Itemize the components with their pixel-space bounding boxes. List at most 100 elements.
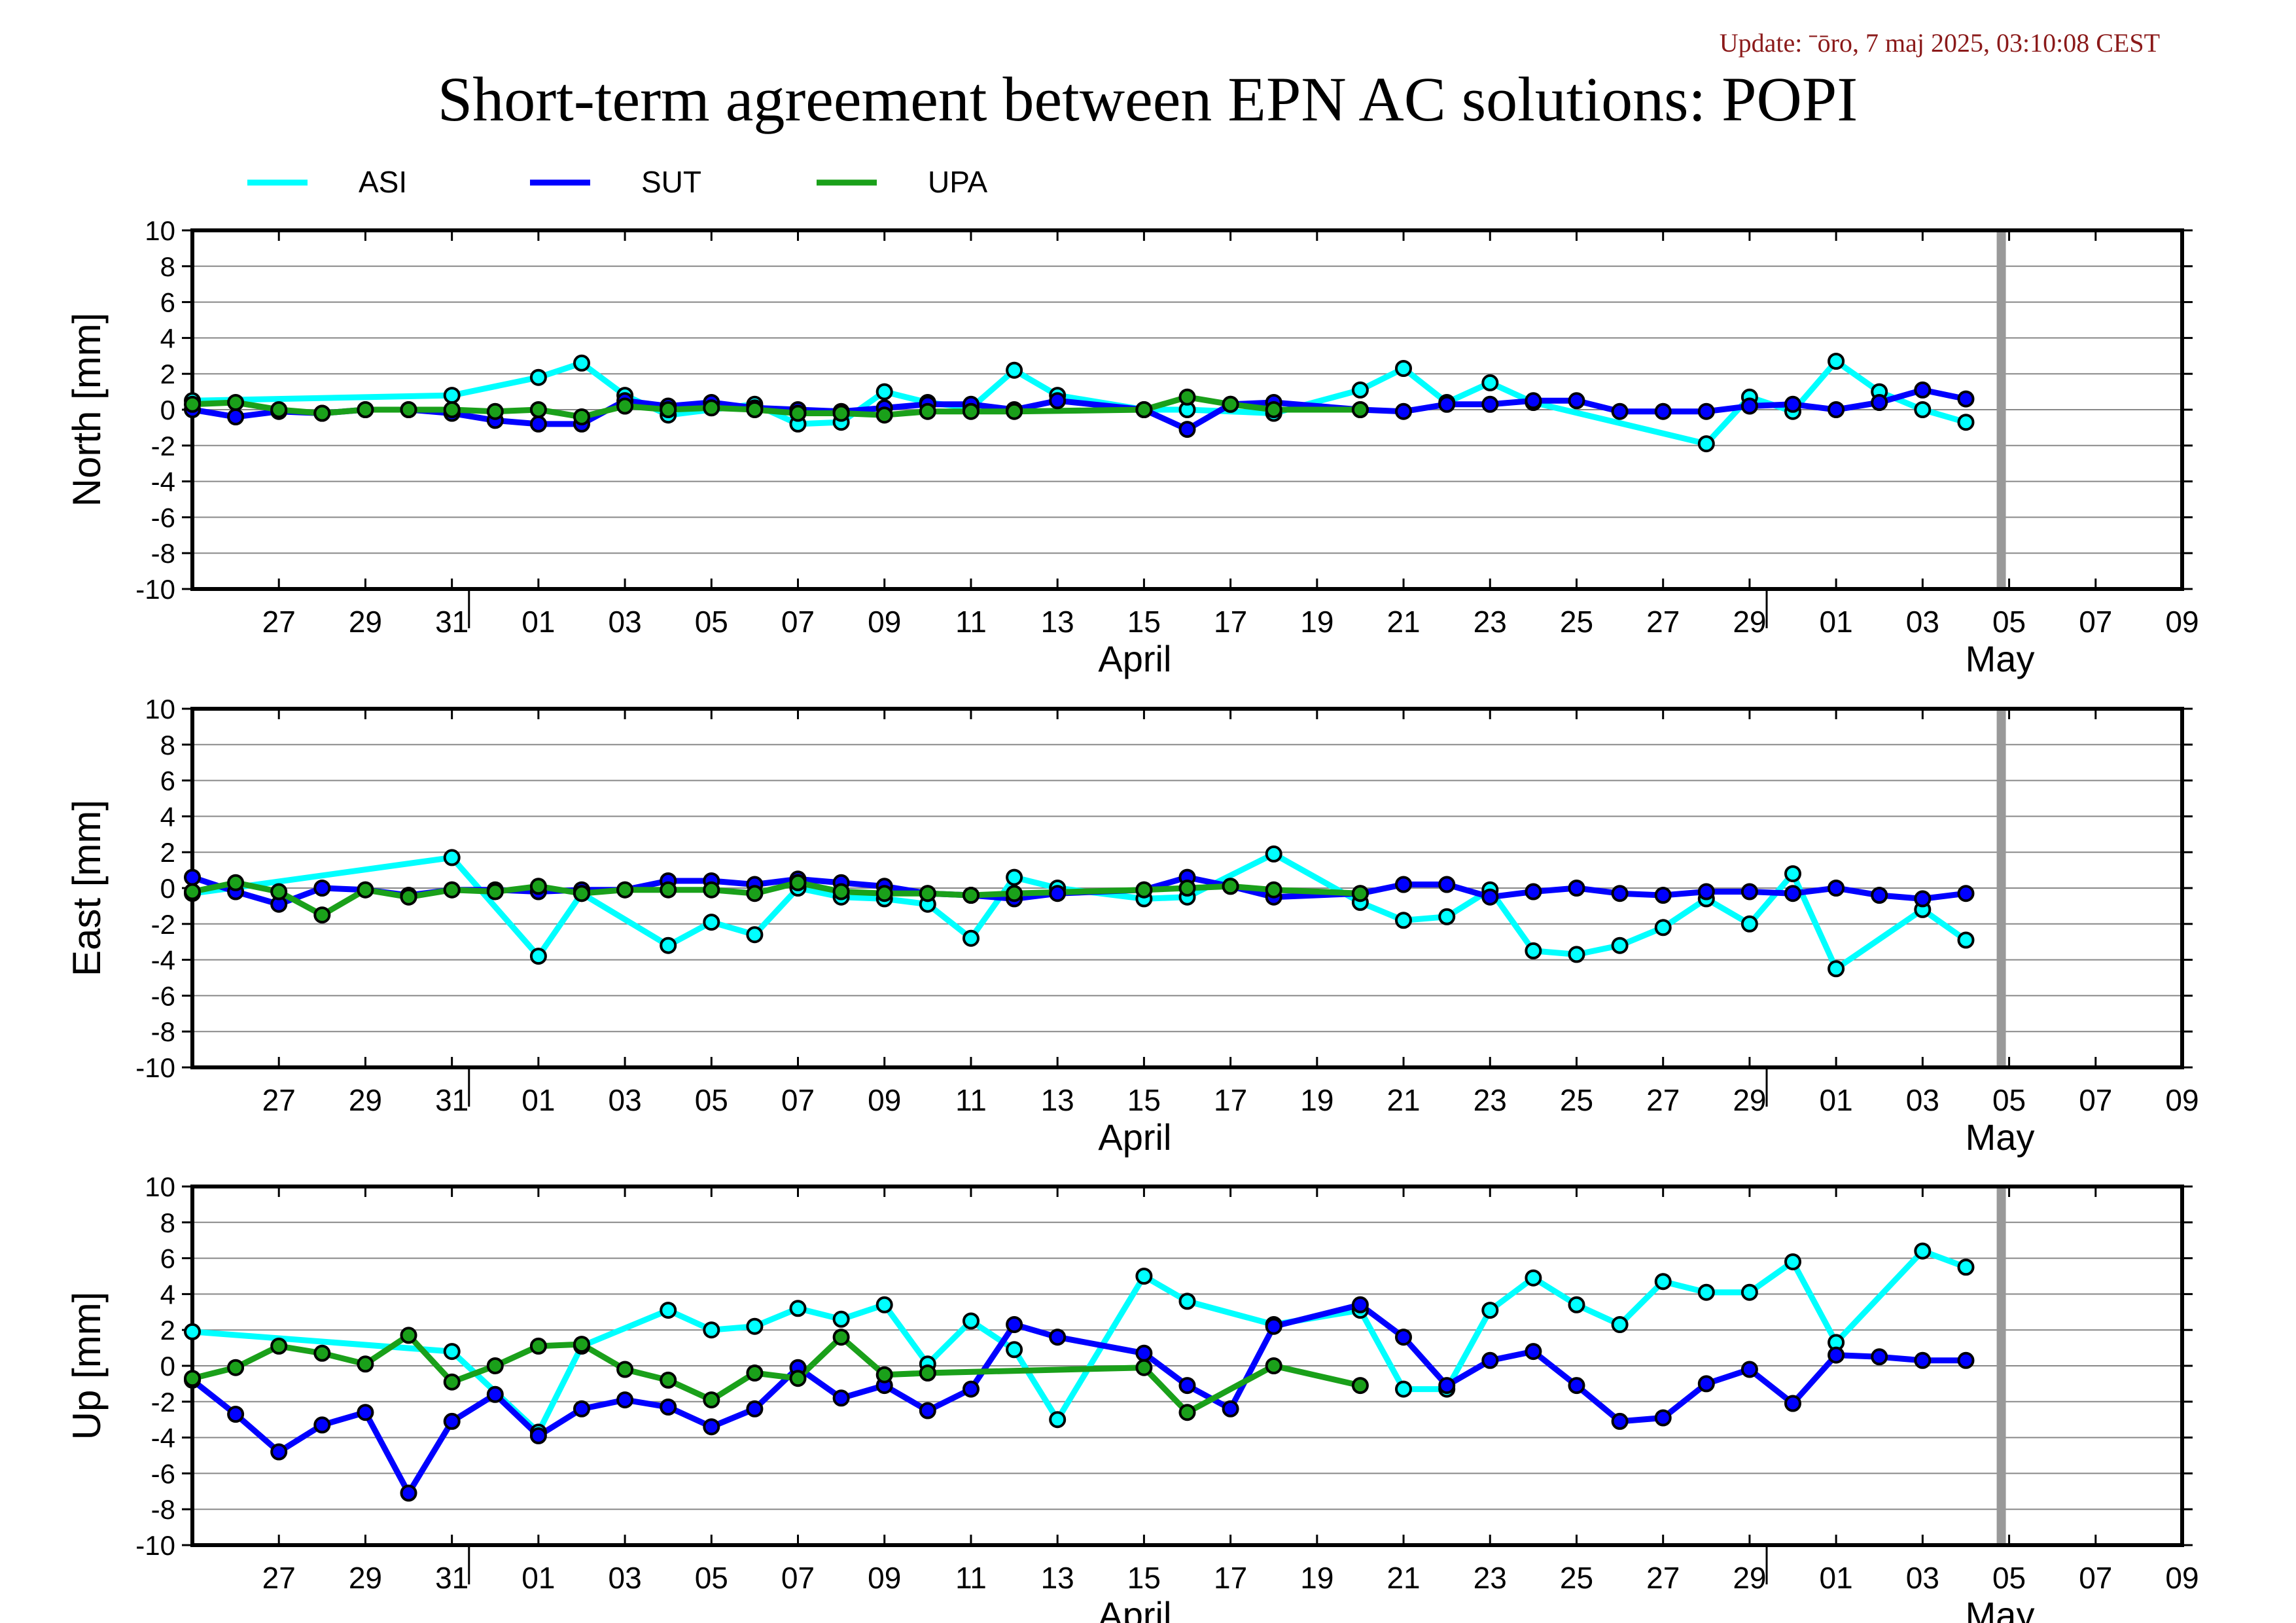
data-point-upa [443, 881, 461, 899]
y-tick-label: -10 [135, 1530, 175, 1561]
x-tick-label: 27 [1646, 1083, 1680, 1117]
x-tick-label: 05 [1992, 1083, 2026, 1117]
x-month-label: May [1966, 638, 2035, 679]
data-point-upa [875, 885, 893, 902]
x-tick-label: 25 [1560, 1561, 1593, 1595]
data-point-upa [963, 887, 980, 904]
data-point-upa [1006, 402, 1023, 420]
data-point-sut [573, 1400, 590, 1418]
data-point-upa [573, 885, 590, 902]
data-point-sut [357, 1404, 374, 1421]
data-point-asi [1740, 1283, 1758, 1301]
data-point-sut [1957, 1351, 1975, 1369]
x-tick-label: 13 [1041, 605, 1074, 639]
x-tick-label: 23 [1474, 605, 1507, 639]
data-point-upa [1222, 395, 1239, 413]
data-point-upa [660, 1371, 677, 1389]
data-point-sut [1006, 1316, 1023, 1333]
y-axis-label: North [mm] [65, 313, 109, 507]
data-point-sut [529, 415, 547, 433]
data-point-asi [1828, 960, 1845, 978]
data-point-upa [746, 401, 764, 418]
x-tick-label: 07 [2079, 605, 2112, 639]
data-point-upa [400, 1327, 417, 1344]
data-point-sut [1740, 883, 1758, 901]
y-tick-label: 6 [160, 1243, 175, 1274]
x-tick-label: 27 [1646, 1561, 1680, 1595]
data-point-asi [1957, 1258, 1975, 1276]
y-tick-label: 2 [160, 1315, 175, 1346]
data-point-asi [1525, 1269, 1542, 1287]
data-point-sut [400, 1484, 417, 1502]
data-point-sut [1784, 1395, 1801, 1412]
x-tick-label: 19 [1300, 1083, 1333, 1117]
x-month-label: April [1098, 1594, 1171, 1623]
data-point-upa [184, 1370, 201, 1387]
data-point-upa [357, 401, 374, 418]
x-tick-label: 01 [521, 1561, 555, 1595]
data-point-upa [1265, 1357, 1282, 1374]
data-point-asi [1395, 1380, 1412, 1398]
legend: ASI SUT UPA [247, 165, 987, 199]
data-point-sut [270, 1443, 288, 1461]
data-point-upa [789, 1370, 807, 1387]
legend-label-asi: ASI [359, 165, 407, 199]
x-tick-label: 09 [868, 605, 901, 639]
data-point-sut [313, 1416, 331, 1434]
y-tick-label: -4 [151, 467, 175, 497]
data-point-upa [1178, 1404, 1196, 1421]
x-tick-label: 05 [695, 1083, 728, 1117]
data-point-sut [529, 1427, 547, 1444]
y-tick-label: -2 [151, 909, 175, 940]
data-point-asi [443, 1343, 461, 1361]
data-point-upa [357, 881, 374, 899]
data-point-sut [1654, 402, 1672, 420]
x-tick-label: 09 [2165, 1561, 2199, 1595]
y-tick-label: -2 [151, 1387, 175, 1418]
data-point-sut [227, 408, 245, 425]
data-point-upa [486, 1357, 504, 1374]
data-point-sut [1828, 1346, 1845, 1364]
series-group [184, 353, 1975, 453]
data-point-sut [443, 1412, 461, 1430]
data-point-asi [1568, 946, 1585, 963]
data-point-asi [443, 387, 461, 404]
x-tick-label: 09 [2165, 1083, 2199, 1117]
y-tick-label: -6 [151, 1458, 175, 1489]
x-tick-label: 29 [349, 1083, 382, 1117]
panels: 10 8 6 4 2 0 -2 -4 -6 -8 -10 North [mm] 27 29 31 01 03 05… [65, 215, 2199, 1623]
current-day-bar [1996, 709, 2006, 1067]
y-tick-label: 10 [145, 694, 175, 724]
data-point-sut [746, 1400, 764, 1418]
data-point-sut [1438, 1377, 1456, 1395]
data-point-upa [789, 404, 807, 422]
series-group [184, 845, 1975, 978]
x-tick-label: 01 [521, 605, 555, 639]
y-tick-label: 4 [160, 1279, 175, 1310]
data-point-asi [1438, 908, 1456, 925]
data-point-asi [529, 948, 547, 965]
x-tick-label: 21 [1386, 1083, 1420, 1117]
x-month-label: May [1966, 1116, 2035, 1158]
x-tick-label: 03 [1906, 1083, 1939, 1117]
x-tick-label: 07 [781, 1561, 815, 1595]
data-point-sut [1828, 880, 1845, 897]
data-point-upa [746, 885, 764, 902]
data-point-asi [703, 1321, 720, 1339]
data-point-asi [1006, 361, 1023, 379]
x-tick-label: 27 [262, 605, 296, 639]
x-tick-label: 25 [1560, 605, 1593, 639]
x-tick-label: 15 [1127, 1083, 1161, 1117]
data-point-sut [1265, 1317, 1282, 1335]
x-tick-label: 05 [1992, 605, 2026, 639]
data-point-asi [1914, 401, 1932, 418]
data-point-sut [1914, 1351, 1932, 1369]
x-month-label: May [1966, 1594, 2035, 1623]
y-tick-label: 2 [160, 359, 175, 389]
x-tick-label: 29 [1733, 605, 1766, 639]
x-tick-label: 17 [1214, 605, 1247, 639]
series-line-upa [189, 1332, 1364, 1416]
data-point-upa [573, 1336, 590, 1353]
data-point-sut [1178, 421, 1196, 438]
x-tick-label: 13 [1041, 1083, 1074, 1117]
